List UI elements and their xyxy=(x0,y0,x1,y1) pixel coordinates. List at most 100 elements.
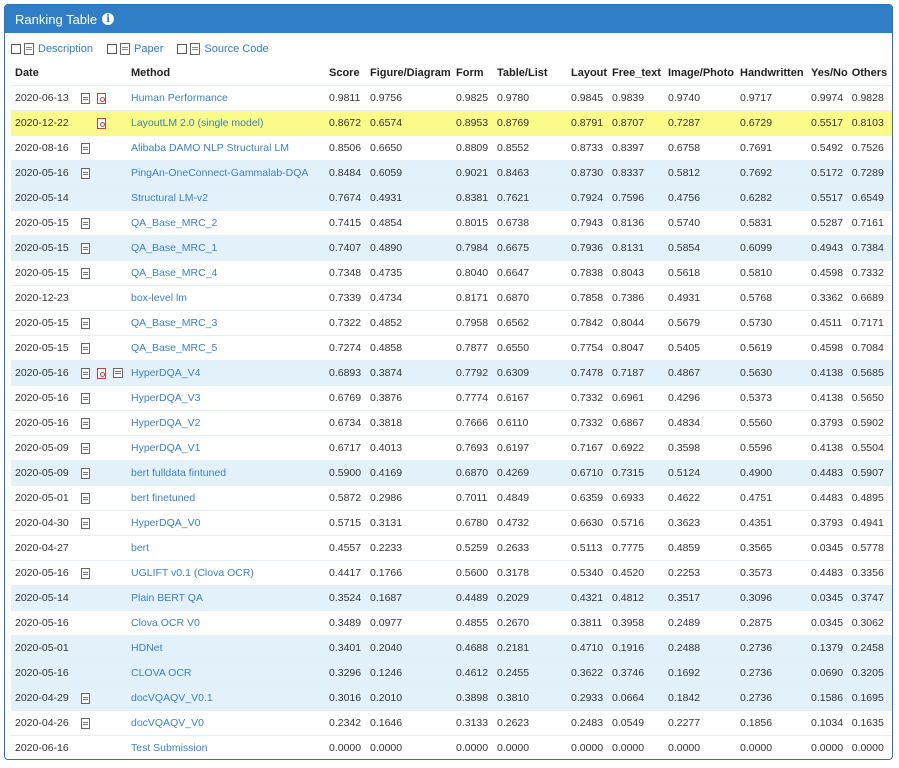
paper-pdf-icon[interactable] xyxy=(97,92,106,104)
method-link[interactable]: PingAn-OneConnect-Gammalab-DQA xyxy=(131,167,309,179)
header-others[interactable]: Others xyxy=(851,67,888,79)
cell-layout: 0.6630 xyxy=(567,510,608,536)
method-link[interactable]: Alibaba DAMO NLP Structural LM xyxy=(131,142,289,154)
method-link[interactable]: CLOVA OCR xyxy=(131,667,192,679)
header-score[interactable]: Score xyxy=(329,67,360,79)
description-doc-icon[interactable] xyxy=(81,567,90,579)
header-date[interactable]: Date xyxy=(15,67,39,79)
method-link[interactable]: LayoutLM 2.0 (single model) xyxy=(131,117,264,129)
method-link[interactable]: Human Performance xyxy=(131,92,228,104)
description-doc-icon[interactable] xyxy=(81,417,90,429)
method-link[interactable]: UGLIFT v0.1 (Clova OCR) xyxy=(131,567,254,579)
header-layout[interactable]: Layout xyxy=(571,67,608,79)
header-yes-no[interactable]: Yes/No xyxy=(811,67,848,79)
document-icon xyxy=(24,43,34,55)
method-link[interactable]: HyperDQA_V4 xyxy=(131,367,201,379)
description-doc-icon[interactable] xyxy=(81,692,90,704)
info-icon[interactable]: i xyxy=(102,13,115,25)
cell-free-text: 0.1916 xyxy=(608,635,664,661)
cell-table-list: 0.6167 xyxy=(493,385,567,411)
cell-method: Clova OCR V0 xyxy=(127,610,325,636)
cell-image-photo: 0.5124 xyxy=(664,460,736,486)
method-link[interactable]: HyperDQA_V2 xyxy=(131,417,201,429)
cell-form: 0.9825 xyxy=(452,85,493,111)
cell-method: bert finetuned xyxy=(127,485,325,511)
header-method[interactable]: Method xyxy=(131,67,171,79)
cell-image-photo: 0.6758 xyxy=(664,135,736,161)
filter-paper[interactable]: Paper xyxy=(107,43,163,55)
cell-handwritten: 0.2736 xyxy=(736,635,807,661)
description-doc-icon[interactable] xyxy=(81,167,90,179)
cell-table-list: 0.2670 xyxy=(493,610,567,636)
description-checkbox[interactable] xyxy=(11,44,21,54)
method-link[interactable]: HyperDQA_V1 xyxy=(131,442,201,454)
header-free-text[interactable]: Free_text xyxy=(612,67,661,79)
cell-date: 2020-05-16 xyxy=(11,410,77,436)
filter-source-code-label: Source Code xyxy=(204,43,269,55)
cell-date: 2020-05-15 xyxy=(11,310,77,336)
description-doc-icon[interactable] xyxy=(81,367,90,379)
cell-links xyxy=(77,235,127,261)
cell-yes-no: 0.0345 xyxy=(807,585,848,611)
filter-description[interactable]: Description xyxy=(11,43,93,55)
header-form[interactable]: Form xyxy=(456,67,484,79)
header-table-list[interactable]: Table/List xyxy=(497,67,548,79)
cell-score: 0.3296 xyxy=(325,660,366,686)
description-doc-icon[interactable] xyxy=(81,467,90,479)
header-image-photo[interactable]: Image/Photo xyxy=(668,67,735,79)
method-link[interactable]: bert fulldata fintuned xyxy=(131,467,227,479)
cell-links xyxy=(77,160,127,186)
cell-yes-no: 0.0345 xyxy=(807,535,848,561)
cell-image-photo: 0.7287 xyxy=(664,110,736,136)
method-link[interactable]: docVQAQV_V0.1 xyxy=(131,692,213,704)
cell-score: 0.5872 xyxy=(325,485,366,511)
header-figure-diagram[interactable]: Figure/Diagram xyxy=(370,67,451,79)
method-link[interactable]: HyperDQA_V3 xyxy=(131,392,201,404)
description-doc-icon[interactable] xyxy=(81,317,90,329)
source-code-icon[interactable] xyxy=(113,368,123,379)
description-doc-icon[interactable] xyxy=(81,717,90,729)
cell-links xyxy=(77,310,127,336)
description-doc-icon[interactable] xyxy=(81,217,90,229)
cell-free-text: 0.3746 xyxy=(608,660,664,686)
method-link[interactable]: box-level lm xyxy=(131,292,188,304)
method-link[interactable]: bert finetuned xyxy=(131,492,196,504)
method-link[interactable]: docVQAQV_V0 xyxy=(131,717,204,729)
cell-others: 0.4941 xyxy=(847,510,892,536)
method-link[interactable]: Plain BERT QA xyxy=(131,592,203,604)
header-handwritten[interactable]: Handwritten xyxy=(740,67,804,79)
method-link[interactable]: Test Submission xyxy=(131,742,208,754)
paper-icon xyxy=(120,43,131,55)
description-doc-icon[interactable] xyxy=(81,142,90,154)
method-link[interactable]: QA_Base_MRC_5 xyxy=(131,342,218,354)
filter-source-code[interactable]: Source Code xyxy=(177,43,269,55)
method-link[interactable]: QA_Base_MRC_3 xyxy=(131,317,218,329)
method-link[interactable]: QA_Base_MRC_2 xyxy=(131,217,218,229)
cell-yes-no: 0.4138 xyxy=(807,360,848,386)
table-row: 2020-05-15 QA_Base_MRC_2 0.7415 0.4854 0.801… xyxy=(11,210,892,236)
method-link[interactable]: Structural LM-v2 xyxy=(131,192,209,204)
description-doc-icon[interactable] xyxy=(81,517,90,529)
cell-others: 0.7161 xyxy=(847,210,892,236)
cell-free-text: 0.6922 xyxy=(608,435,664,461)
source-code-checkbox[interactable] xyxy=(177,44,188,54)
paper-checkbox[interactable] xyxy=(107,44,118,54)
description-doc-icon[interactable] xyxy=(81,392,90,404)
method-link[interactable]: QA_Base_MRC_4 xyxy=(131,267,218,279)
method-link[interactable]: Clova OCR V0 xyxy=(131,617,200,629)
method-link[interactable]: HyperDQA_V0 xyxy=(131,517,201,529)
description-doc-icon[interactable] xyxy=(81,242,90,254)
paper-pdf-icon[interactable] xyxy=(97,367,106,379)
description-doc-icon[interactable] xyxy=(81,442,90,454)
cell-date: 2020-04-29 xyxy=(11,685,77,711)
cell-date: 2020-12-22 xyxy=(11,110,77,136)
description-doc-icon[interactable] xyxy=(81,92,90,104)
method-link[interactable]: bert xyxy=(131,542,150,554)
description-doc-icon[interactable] xyxy=(81,492,90,504)
method-link[interactable]: HDNet xyxy=(131,642,163,654)
description-doc-icon[interactable] xyxy=(81,342,90,354)
paper-pdf-icon[interactable] xyxy=(97,117,106,129)
cell-table-list: 0.4732 xyxy=(493,510,567,536)
method-link[interactable]: QA_Base_MRC_1 xyxy=(131,242,218,254)
description-doc-icon[interactable] xyxy=(81,267,90,279)
